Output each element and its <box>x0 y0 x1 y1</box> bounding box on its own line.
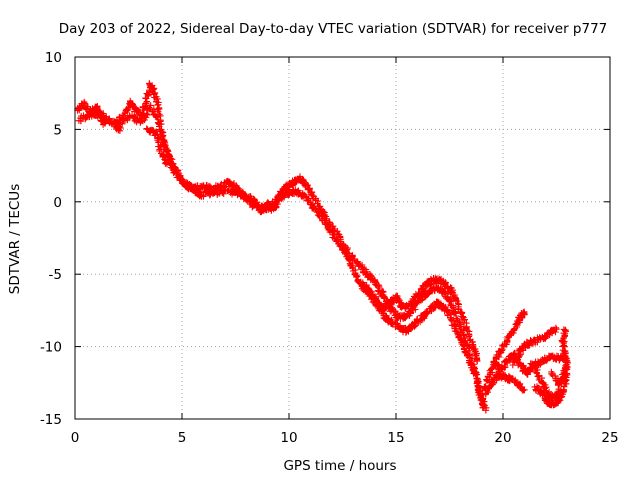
y-tick-label: -15 <box>40 412 62 428</box>
y-axis-label: SDTVAR / TECUs <box>7 184 23 294</box>
plot-frame <box>74 56 611 420</box>
data-point-cluster <box>75 108 109 128</box>
x-tick-label: 5 <box>178 430 187 446</box>
x-tick-label: 15 <box>387 430 404 446</box>
tick-labels: 0 5 10 15 20 25 -15 -10 -5 0 5 10 <box>40 50 619 446</box>
x-tick-label: 0 <box>71 430 80 446</box>
data-point-cluster <box>74 98 124 134</box>
data-point-cluster <box>509 324 560 369</box>
x-tick-label: 10 <box>280 430 297 446</box>
data-point-cluster <box>479 308 528 394</box>
y-tick-label: 0 <box>53 195 62 211</box>
x-tick-label: 25 <box>601 430 618 446</box>
data-point-cluster <box>196 186 487 411</box>
data-point-cluster <box>191 173 490 414</box>
data-points <box>74 80 571 414</box>
data-point-cluster <box>531 364 564 402</box>
data-point-cluster <box>359 274 481 365</box>
grid-lines <box>75 57 610 419</box>
x-axis-label: GPS time / hours <box>283 458 396 474</box>
x-tick-label: 20 <box>494 430 511 446</box>
data-point-cluster <box>548 357 571 389</box>
y-tick-label: 10 <box>45 50 62 66</box>
y-tick-label: -10 <box>40 340 62 356</box>
chart-title: Day 203 of 2022, Sidereal Day-to-day VTE… <box>59 21 608 37</box>
y-tick-label: -5 <box>49 267 62 283</box>
data-point-cluster <box>143 125 171 168</box>
y-tick-label: 5 <box>53 122 62 138</box>
